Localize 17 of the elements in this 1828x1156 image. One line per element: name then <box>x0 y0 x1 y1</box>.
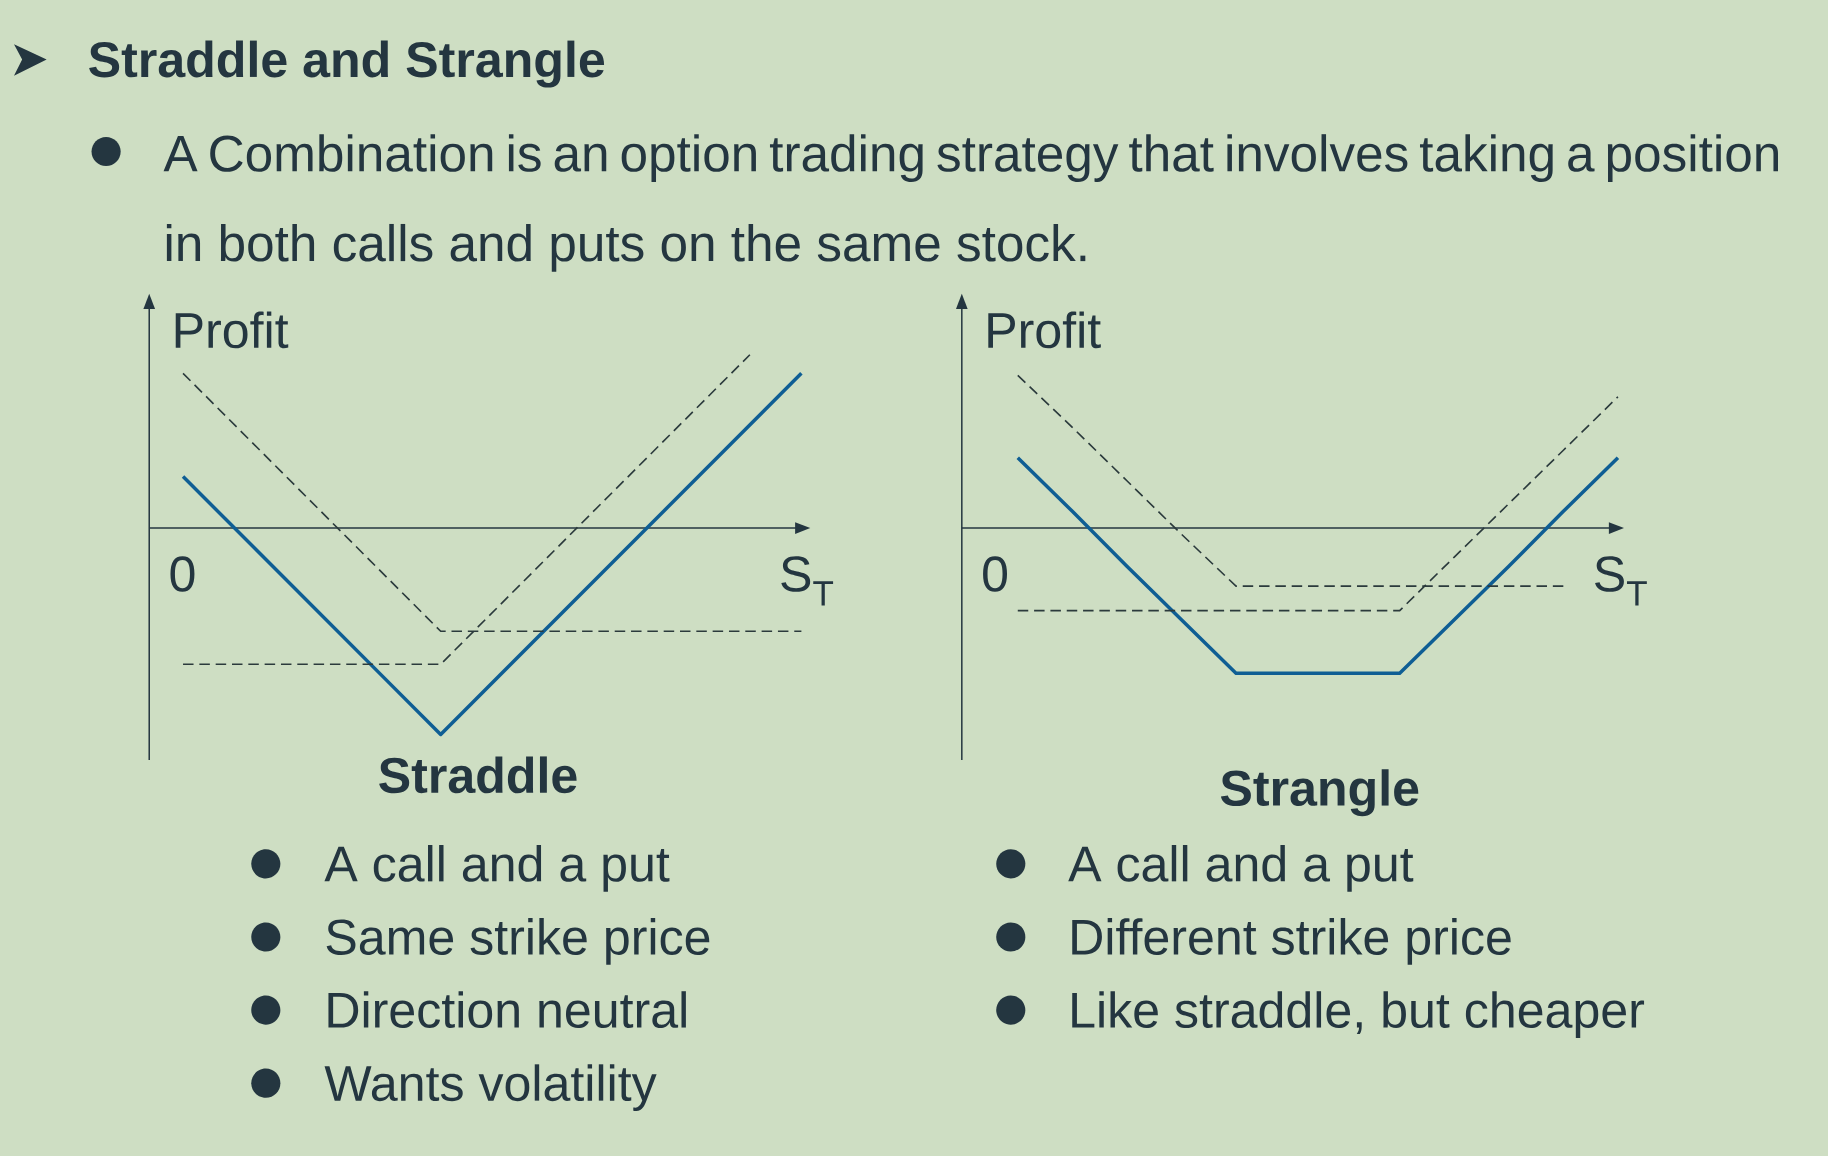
text: A call and a put <box>324 844 670 892</box>
text: Different strike price <box>1072 917 1511 965</box>
text: A Combination is an option trading strategy that involves taking a position in both calls and puts on the same stock. <box>163 133 1778 272</box>
annotation: 0 <box>983 556 1008 592</box>
y-axis-title: Profit <box>175 311 289 349</box>
text: Straddle <box>379 756 577 794</box>
x-axis-title: S$_{T}$ <box>781 556 834 606</box>
x-axis-title: S$_{T}$ <box>1595 556 1647 606</box>
text: Wants volatility <box>324 1064 657 1111</box>
y-axis-title: Profit <box>988 311 1101 349</box>
text: Straddle and Strangle <box>89 40 605 88</box>
text: Like straddle, but cheaper <box>1072 990 1645 1038</box>
text: Same strike price <box>326 917 710 965</box>
annotation: 0 <box>170 556 195 592</box>
text: A call and a put <box>1068 844 1414 892</box>
text: Direction neutral <box>328 990 686 1028</box>
text: Strangle <box>1220 769 1419 816</box>
